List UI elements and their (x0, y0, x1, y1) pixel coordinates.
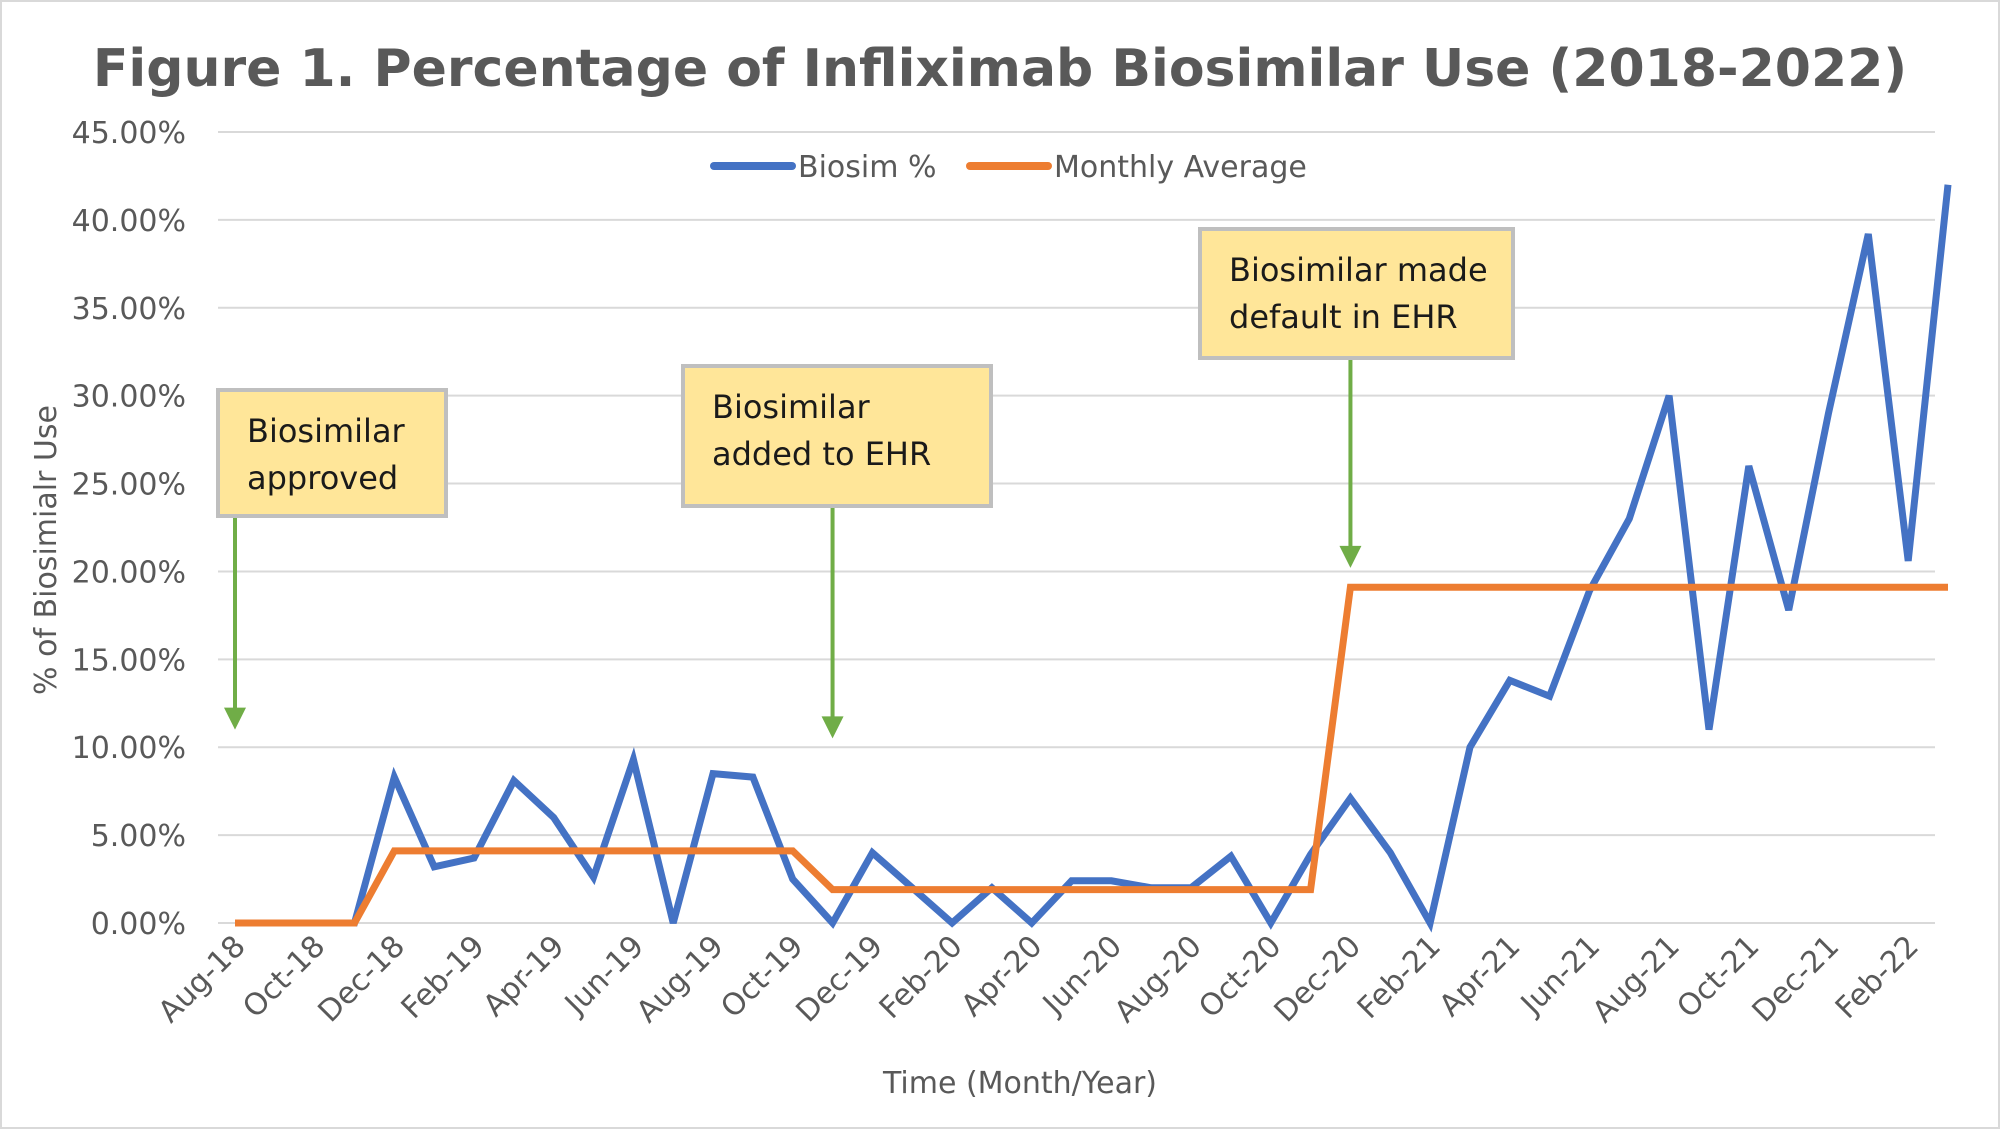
series-line-monthly-average (235, 583, 1948, 927)
annotation-text: Biosimilar (247, 412, 406, 450)
legend: Biosim % Monthly Average (710, 150, 1307, 185)
legend-label: Monthly Average (1054, 150, 1307, 185)
annotation-box (1198, 227, 1515, 360)
legend-label: Biosim % (798, 150, 937, 185)
y-tick-label: 10.00% (72, 731, 186, 766)
y-axis-ticks: 0.00% 5.00% 10.00% 15.00% 20.00% 25.00% 30.00%… (72, 116, 186, 942)
y-tick-label: 20.00% (72, 555, 186, 590)
annotation-box (216, 388, 448, 518)
annotation-text: Biosimilar (712, 388, 871, 426)
annotations: Biosimilar approved Biosimilar added to EHR… (216, 227, 1515, 739)
y-tick-label: 0.00% (91, 907, 186, 942)
gridlines (218, 131, 1935, 924)
x-axis-title: Time (Month/Year) (882, 1066, 1157, 1101)
annotation-text: Biosimilar made (1229, 251, 1488, 289)
y-tick-label: 40.00% (72, 204, 186, 239)
annotation-text: added to EHR (712, 435, 931, 473)
annotation-box (681, 364, 993, 508)
annotation-arrow-head (224, 707, 246, 730)
annotation-text: default in EHR (1229, 298, 1458, 336)
annotation: Biosimilar approved (216, 388, 448, 730)
y-tick-label: 25.00% (72, 468, 186, 503)
annotation-text: approved (247, 459, 398, 497)
annotation-arrow-head (821, 716, 844, 739)
annotation: Biosimilar made default in EHR (1198, 227, 1515, 568)
annotation: Biosimilar added to EHR (681, 364, 993, 739)
chart-title: Figure 1. Percentage of Infliximab Biosi… (93, 39, 1907, 99)
y-tick-label: 30.00% (72, 380, 186, 415)
series-line-biosim (235, 184, 1952, 933)
y-tick-label: 5.00% (91, 819, 186, 854)
y-tick-label: 15.00% (72, 643, 186, 678)
series-lines (235, 184, 1952, 933)
y-tick-label: 35.00% (72, 292, 186, 327)
annotation-arrow-head (1339, 545, 1362, 568)
y-axis-title: % of Biosimialr Use (29, 405, 64, 695)
y-tick-label: 45.00% (72, 116, 186, 151)
